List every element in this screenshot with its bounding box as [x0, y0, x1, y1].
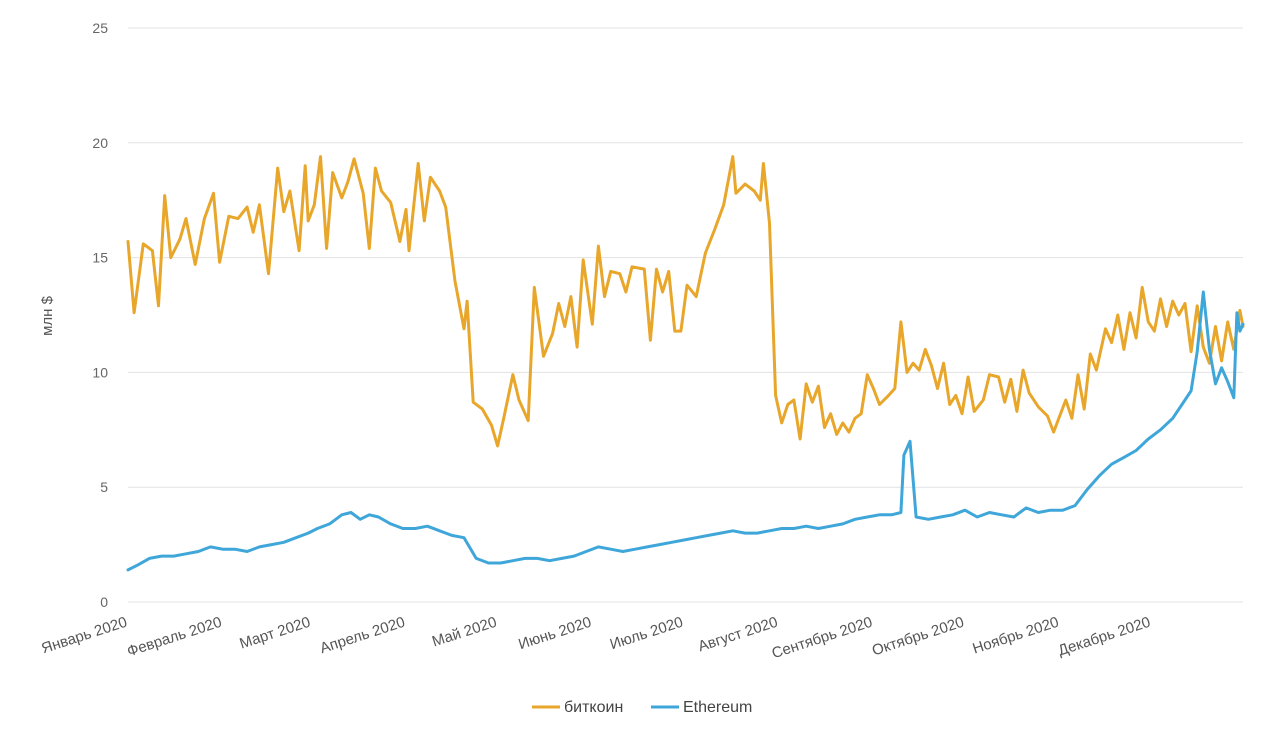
series-line-1: [126, 290, 1245, 572]
x-tick-label: Декабрь 2020: [1056, 614, 1153, 660]
legend-label: биткоин: [564, 699, 623, 716]
x-tick-label: Май 2020: [430, 614, 499, 651]
x-tick-label: Март 2020: [237, 614, 312, 653]
x-tick-label: Июль 2020: [608, 614, 685, 654]
x-tick-label: Апрель 2020: [318, 614, 407, 657]
x-tick-label: Июнь 2020: [516, 614, 593, 654]
legend-label: Ethereum: [683, 699, 752, 716]
x-tick-label: Октябрь 2020: [870, 614, 966, 660]
series-line-0: [126, 155, 1245, 448]
y-tick-label: 20: [92, 135, 108, 151]
x-tick-label: Сентябрь 2020: [770, 614, 875, 663]
x-tick-label: Февраль 2020: [125, 614, 224, 661]
legend: биткоин Ethereum: [532, 699, 752, 716]
x-tick-label: Январь 2020: [39, 614, 129, 658]
x-tick-label: Ноябрь 2020: [970, 614, 1060, 658]
y-tick-label: 15: [92, 250, 108, 266]
y-tick-label: 10: [92, 364, 108, 380]
y-axis-label: млн $: [39, 295, 56, 336]
series-lines: [126, 155, 1245, 572]
y-axis-ticks: 0 5 10 15 20 25: [92, 20, 108, 610]
grid-lines: [128, 27, 1243, 603]
y-tick-label: 0: [100, 594, 108, 610]
x-tick-label: Август 2020: [696, 614, 780, 656]
y-tick-label: 25: [92, 20, 108, 36]
y-tick-label: 5: [100, 479, 108, 495]
